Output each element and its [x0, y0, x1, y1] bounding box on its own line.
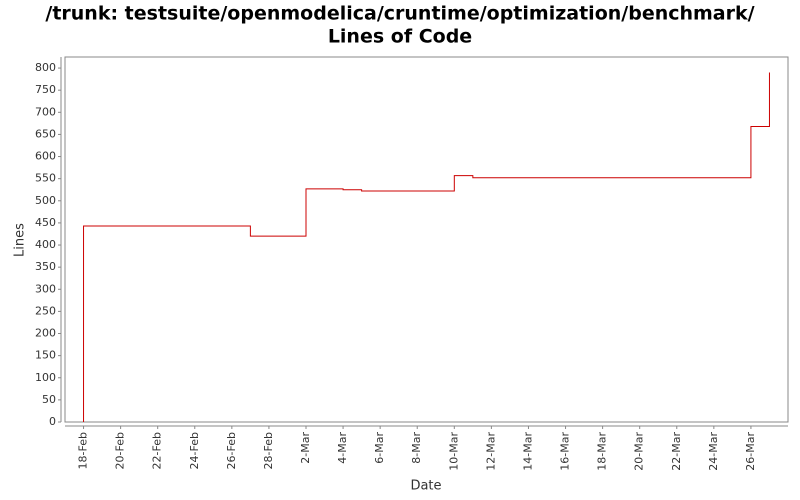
plot-area — [64, 56, 789, 423]
y-tick-label: 100 — [35, 371, 56, 384]
y-tick-label: 0 — [49, 415, 56, 428]
y-axis-label: Lines — [13, 223, 28, 257]
x-tick-label: 24-Feb — [188, 432, 201, 469]
x-tick-label: 18-Mar — [596, 432, 609, 471]
y-tick-label: 600 — [35, 150, 56, 163]
x-tick-label: 18-Feb — [77, 432, 90, 469]
x-tick-label: 26-Mar — [744, 432, 757, 471]
x-tick-label: 24-Mar — [707, 432, 720, 471]
y-tick-label: 550 — [35, 172, 56, 185]
x-tick-label: 4-Mar — [336, 432, 349, 464]
y-tick-label: 400 — [35, 238, 56, 251]
y-tick-label: 800 — [35, 61, 56, 74]
x-tick-label: 20-Feb — [114, 432, 127, 469]
x-tick-label: 14-Mar — [521, 432, 534, 471]
x-tick-label: 10-Mar — [447, 432, 460, 471]
data-line — [83, 72, 770, 422]
x-tick-label: 16-Mar — [559, 432, 572, 471]
x-axis-label: Date — [410, 479, 441, 494]
x-tick-label: 6-Mar — [373, 432, 386, 464]
y-tick-label: 200 — [35, 327, 56, 340]
y-tick-label: 750 — [35, 83, 56, 96]
y-tick-label: 500 — [35, 194, 56, 207]
y-tick-label: 700 — [35, 105, 56, 118]
x-tick-label: 20-Mar — [633, 432, 646, 471]
x-tick-label: 12-Mar — [484, 432, 497, 471]
x-tick-label: 8-Mar — [410, 432, 423, 464]
y-tick-label: 350 — [35, 260, 56, 273]
x-tick-label: 26-Feb — [225, 432, 238, 469]
y-tick-label: 300 — [35, 282, 56, 295]
y-tick-label: 650 — [35, 127, 56, 140]
chart-title: Lines of Code — [328, 26, 472, 48]
y-tick-label: 450 — [35, 216, 56, 229]
x-tick-label: 2-Mar — [299, 432, 312, 464]
x-tick-label: 28-Feb — [262, 432, 275, 469]
x-tick-label: 22-Mar — [670, 432, 683, 471]
y-tick-label: 150 — [35, 349, 56, 362]
y-tick-label: 250 — [35, 304, 56, 317]
x-tick-label: 22-Feb — [151, 432, 164, 469]
y-tick-label: 50 — [42, 393, 56, 406]
chart-title: /trunk: testsuite/openmodelica/cruntime/… — [45, 3, 754, 25]
